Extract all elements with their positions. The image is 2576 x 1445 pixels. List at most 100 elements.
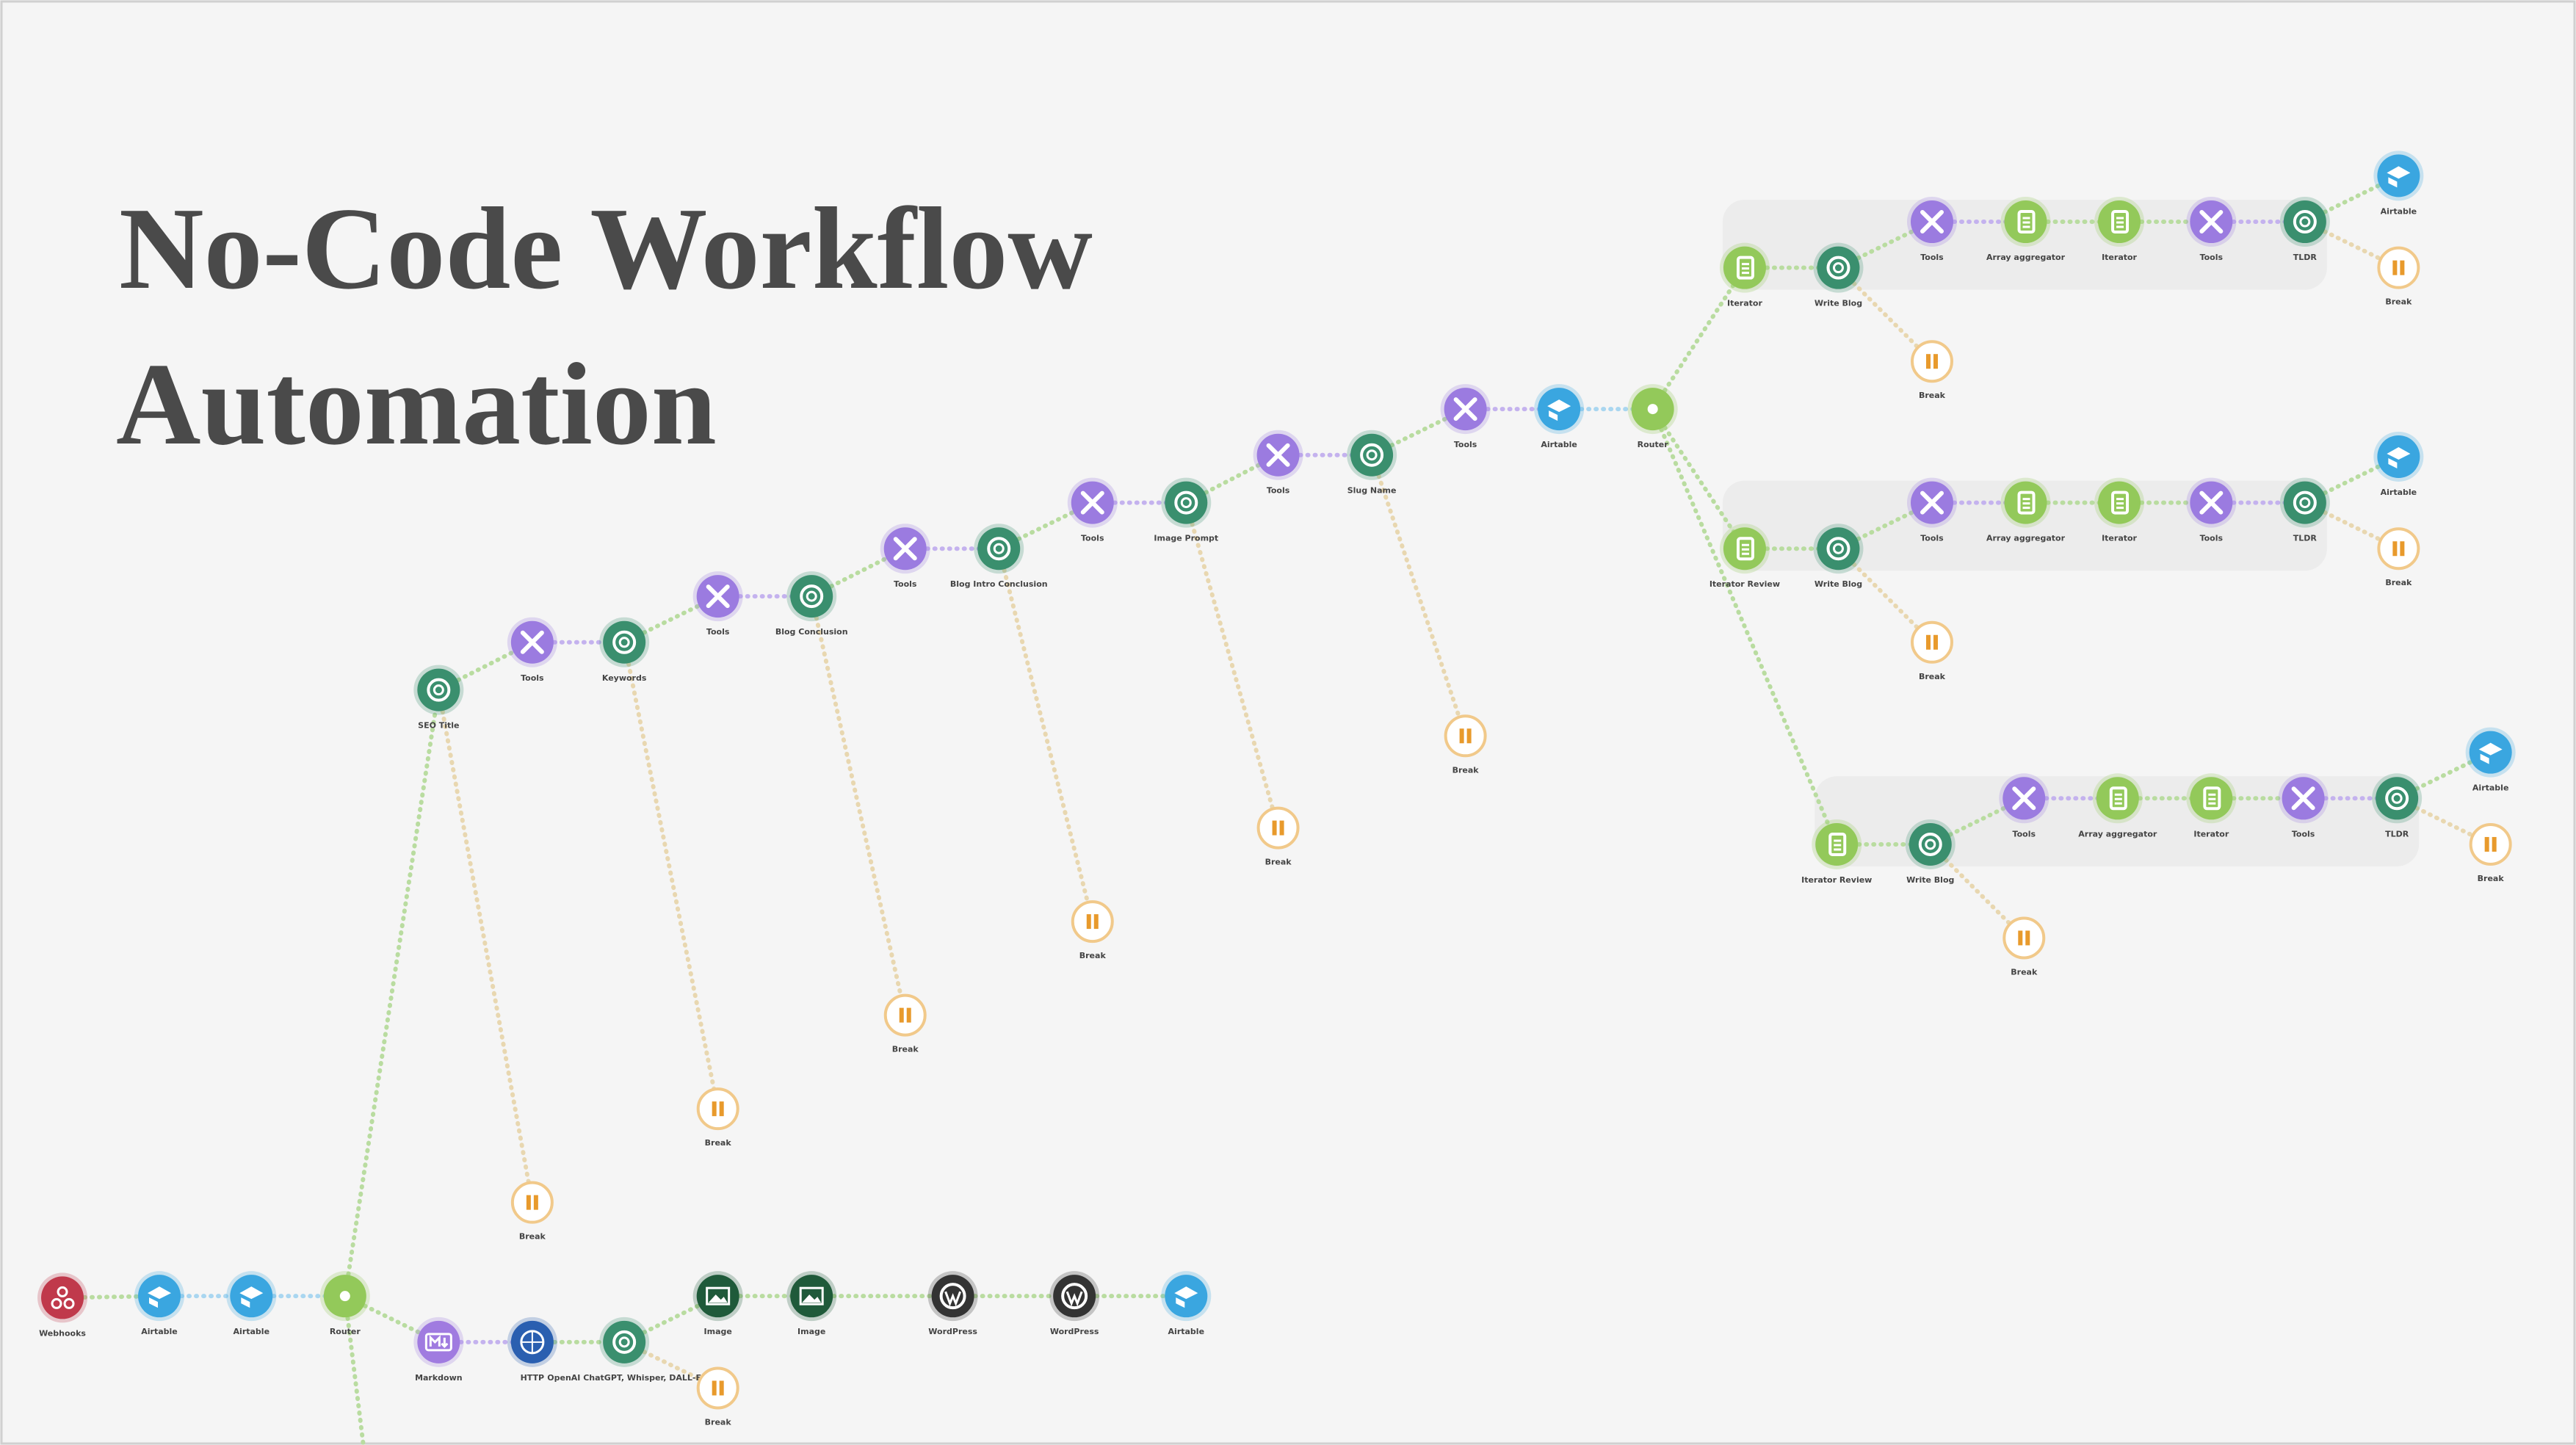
title-line: Automation bbox=[116, 338, 717, 469]
module-label: Tools bbox=[2292, 829, 2315, 839]
break-icon bbox=[712, 1380, 717, 1396]
module-label: HTTP bbox=[521, 1373, 545, 1383]
module-node[interactable]: Image Prompt bbox=[1154, 477, 1218, 543]
break-icon bbox=[719, 1380, 724, 1396]
module-node[interactable]: Array aggregator bbox=[1986, 477, 2066, 543]
module-label: Iterator bbox=[2193, 829, 2229, 839]
module-node[interactable]: Write Blog bbox=[1905, 819, 1955, 885]
module-node[interactable]: Airtable bbox=[226, 1271, 277, 1336]
openai-icon bbox=[800, 584, 824, 609]
break-icon bbox=[533, 1195, 538, 1210]
module-label: Write Blog bbox=[1815, 579, 1862, 589]
module-label: Airtable bbox=[2381, 206, 2417, 216]
list-icon bbox=[2111, 490, 2130, 515]
module-circle bbox=[790, 575, 833, 618]
module-label: Break bbox=[2385, 578, 2412, 587]
module-node[interactable]: Tools bbox=[2186, 197, 2237, 262]
module-node[interactable]: Airtable bbox=[2373, 431, 2424, 497]
module-node[interactable]: Break bbox=[1911, 620, 1953, 681]
module-node[interactable]: Airtable bbox=[134, 1271, 185, 1336]
module-node[interactable]: Array aggregator bbox=[2078, 773, 2157, 839]
module-node[interactable]: Break bbox=[1911, 340, 1953, 400]
module-node[interactable]: TLDR bbox=[2372, 773, 2423, 839]
module-node[interactable]: Airtable bbox=[1161, 1271, 1212, 1336]
list-icon bbox=[2114, 793, 2122, 805]
module-node[interactable]: Tools bbox=[1067, 477, 1118, 543]
module-node[interactable]: Break bbox=[2002, 916, 2046, 977]
module-node[interactable]: Break bbox=[2377, 527, 2420, 587]
module-label: SEO Title bbox=[418, 721, 459, 731]
module-node[interactable]: Iterator Review bbox=[1801, 819, 1872, 885]
module-node[interactable]: Blog Conclusion bbox=[775, 571, 848, 637]
module-label: Image bbox=[797, 1327, 825, 1336]
module-node[interactable]: Slug Name bbox=[1347, 430, 1397, 496]
module-node[interactable]: Markdown bbox=[413, 1317, 464, 1383]
module-node[interactable]: Break bbox=[510, 1181, 554, 1242]
module-node[interactable]: TLDR bbox=[2279, 477, 2330, 543]
module-node[interactable]: Break bbox=[883, 993, 927, 1054]
module-node[interactable]: Write Blog bbox=[1813, 524, 1864, 589]
edge bbox=[1650, 407, 1747, 551]
module-node[interactable]: Break bbox=[696, 1087, 739, 1148]
module-node[interactable]: Airtable bbox=[2373, 151, 2424, 216]
module-node[interactable]: Image bbox=[692, 1271, 743, 1336]
module-node[interactable]: Tools bbox=[1440, 384, 1491, 449]
module-node[interactable]: Break bbox=[1444, 714, 1487, 775]
module-node[interactable]: Break bbox=[1256, 806, 1300, 867]
break-icon bbox=[526, 1195, 531, 1210]
module-node[interactable]: Airtable bbox=[2465, 727, 2516, 793]
module-node[interactable]: Tools bbox=[692, 571, 743, 637]
break-icon bbox=[1466, 728, 1472, 744]
module-node[interactable]: Tools bbox=[880, 524, 930, 589]
module-node[interactable]: Iterator bbox=[2186, 773, 2237, 839]
module-node[interactable]: OpenAI ChatGPT, Whisper, DALL-E bbox=[547, 1317, 701, 1383]
module-node[interactable]: Tools bbox=[507, 617, 557, 683]
module-node[interactable]: Array aggregator bbox=[1986, 197, 2066, 262]
module-node[interactable]: WordPress bbox=[1049, 1271, 1100, 1336]
module-node[interactable]: Tools bbox=[1999, 773, 2049, 839]
module-node[interactable]: Iterator bbox=[1719, 242, 1770, 308]
list-icon bbox=[2203, 786, 2221, 811]
module-node[interactable]: Break bbox=[696, 1366, 739, 1427]
module-label: Blog Intro Conclusion bbox=[950, 579, 1048, 589]
list-icon bbox=[2116, 217, 2124, 228]
break-node bbox=[2377, 527, 2420, 571]
module-node[interactable]: TLDR bbox=[2279, 197, 2330, 262]
module-node[interactable]: Break bbox=[2469, 822, 2512, 883]
openai-icon bbox=[2299, 497, 2311, 509]
module-node[interactable]: HTTP bbox=[507, 1317, 557, 1383]
module-node[interactable]: SEO Title bbox=[413, 664, 464, 731]
module-node[interactable]: Tools bbox=[1907, 197, 1957, 262]
openai-icon bbox=[1826, 256, 1850, 280]
module-node[interactable]: Router bbox=[1627, 384, 1678, 449]
module-node[interactable]: Tools bbox=[1907, 477, 1957, 543]
openai-icon bbox=[2293, 490, 2317, 515]
module-label: TLDR bbox=[2293, 253, 2318, 262]
module-node[interactable]: Keywords bbox=[599, 617, 650, 683]
break-node bbox=[883, 993, 927, 1037]
module-node[interactable]: Tools bbox=[2186, 477, 2237, 543]
openai-icon bbox=[1174, 490, 1198, 515]
module-node[interactable]: Tools bbox=[1253, 430, 1303, 496]
module-label: Iterator bbox=[2102, 253, 2137, 262]
module-label: Slug Name bbox=[1347, 486, 1397, 496]
module-node[interactable]: Break bbox=[2377, 246, 2420, 307]
module-node[interactable]: Router bbox=[319, 1271, 370, 1336]
module-node[interactable]: Tools bbox=[2278, 773, 2329, 839]
module-node[interactable]: Iterator Review bbox=[1710, 524, 1780, 589]
module-node[interactable]: Iterator bbox=[2094, 477, 2145, 543]
module-label: Tools bbox=[1920, 534, 1944, 543]
module-node[interactable]: Image bbox=[786, 1271, 837, 1336]
module-label: Tools bbox=[1081, 534, 1104, 543]
module-node[interactable]: Airtable bbox=[1534, 384, 1585, 449]
module-node[interactable]: Webhooks bbox=[37, 1272, 88, 1338]
module-node[interactable]: Iterator bbox=[2094, 197, 2145, 262]
module-node[interactable]: Write Blog bbox=[1813, 242, 1864, 308]
module-node[interactable]: Blog Intro Conclusion bbox=[950, 524, 1048, 589]
module-label: WordPress bbox=[1050, 1327, 1099, 1336]
module-node[interactable]: WordPress bbox=[927, 1271, 978, 1336]
module-node[interactable]: Break bbox=[1071, 900, 1114, 960]
wordpress-icon bbox=[944, 1291, 962, 1307]
title-line: No-Code Workflow bbox=[119, 183, 1093, 314]
module-circle bbox=[41, 1276, 84, 1319]
